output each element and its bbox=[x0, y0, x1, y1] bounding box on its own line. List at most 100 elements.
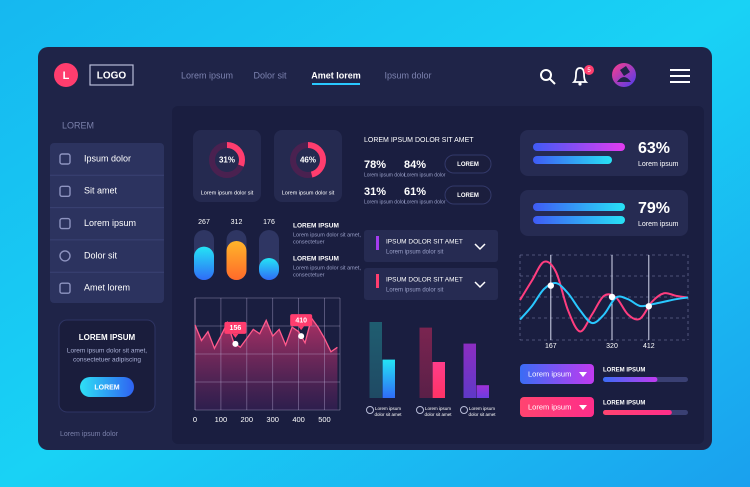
progress-bar bbox=[533, 156, 612, 164]
donut-card bbox=[274, 130, 342, 202]
menu-item[interactable]: Lorem ipsum bbox=[84, 218, 136, 228]
category-label: Lorem ipsum bbox=[469, 406, 495, 411]
donut-caption: Lorem ipsum dolor sit bbox=[201, 190, 254, 196]
wave-line bbox=[519, 260, 689, 333]
select-button[interactable] bbox=[520, 397, 594, 417]
category-label: Lorem ipsum bbox=[425, 406, 451, 411]
category-label: dolor sit amet bbox=[374, 412, 402, 417]
dropdown-text: Lorem ipsum dolor sit bbox=[386, 250, 444, 256]
stat-caption: Lorem ipsum dolor bbox=[404, 199, 446, 205]
stat-button[interactable] bbox=[444, 185, 492, 205]
category-icon bbox=[416, 406, 424, 414]
category-label: dolor sit amet bbox=[424, 412, 452, 417]
dropdown-title: IPSUM DOLOR SIT AMET bbox=[386, 277, 463, 284]
progress-bar bbox=[533, 203, 625, 211]
stat-button[interactable] bbox=[444, 154, 492, 174]
logo-letter: L bbox=[63, 70, 70, 82]
menu-icon bbox=[59, 217, 71, 230]
x-tick-label: 167 bbox=[545, 343, 557, 350]
menu-icon bbox=[59, 250, 71, 262]
annotation-bubble bbox=[290, 314, 313, 327]
nav-underline bbox=[312, 83, 360, 85]
wave-marker bbox=[645, 303, 652, 310]
annotation-tail bbox=[298, 326, 305, 331]
menu-icon bbox=[59, 153, 71, 165]
select-caret bbox=[579, 372, 587, 377]
x-tick-label: 400 bbox=[292, 415, 305, 424]
progress-value: 79% bbox=[638, 200, 670, 217]
sidebar-menu bbox=[50, 143, 164, 303]
note-text: Lorem ipsum dolor sit amet, bbox=[293, 232, 361, 238]
bar bbox=[382, 359, 395, 398]
x-tick-label: 0 bbox=[193, 415, 197, 424]
select-progress bbox=[603, 377, 658, 382]
note-title: LOREM IPSUM bbox=[293, 223, 339, 230]
dropdown[interactable] bbox=[364, 230, 498, 262]
notification-badge bbox=[584, 65, 594, 75]
menu-item[interactable]: Ipsum dolor bbox=[84, 153, 131, 163]
dropdown-accent bbox=[376, 236, 379, 250]
dropdown-title: IPSUM DOLOR SIT AMET bbox=[386, 239, 463, 246]
donut-caption: Lorem ipsum dolor sit bbox=[282, 190, 335, 196]
select-caret bbox=[579, 405, 587, 410]
x-tick-label: 300 bbox=[266, 415, 279, 424]
x-tick-label: 320 bbox=[606, 343, 618, 350]
nav-link: Lorem ipsum bbox=[181, 70, 233, 80]
stat-button-label: LOREM bbox=[457, 193, 479, 199]
menu-item[interactable]: Sit amet bbox=[84, 186, 118, 196]
menu-icon bbox=[59, 185, 71, 198]
dropdown-chevron bbox=[474, 243, 486, 251]
card-button[interactable] bbox=[80, 377, 134, 397]
pill-value: 312 bbox=[231, 219, 243, 226]
x-tick-label: 500 bbox=[318, 415, 331, 424]
menu-item[interactable]: Dolor sit bbox=[84, 250, 118, 260]
wave-marker bbox=[547, 282, 554, 289]
pill-fill bbox=[259, 258, 279, 280]
card-title: LOREM IPSUM bbox=[79, 333, 136, 342]
bar bbox=[419, 327, 432, 398]
area bbox=[195, 318, 338, 410]
select-button[interactable] bbox=[520, 364, 594, 384]
pill-value: 176 bbox=[263, 219, 275, 226]
sidebar-footer: Lorem ipsum dolor bbox=[60, 431, 119, 438]
progress-caption: Lorem ipsum bbox=[638, 161, 679, 168]
x-tick-label: 200 bbox=[241, 415, 254, 424]
nav-link: Amet lorem bbox=[311, 70, 361, 80]
category-icon bbox=[460, 406, 468, 414]
logo-box bbox=[89, 64, 134, 86]
select-label: Lorem ipsum bbox=[528, 369, 571, 378]
stat-value: 78% bbox=[364, 159, 386, 171]
note-title: LOREM IPSUM bbox=[293, 256, 339, 263]
logo-text: LOGO bbox=[97, 71, 127, 82]
stat-value: 84% bbox=[404, 159, 426, 171]
bar bbox=[432, 362, 445, 398]
stat-value: 61% bbox=[404, 186, 426, 198]
x-tick-label: 100 bbox=[215, 415, 228, 424]
category-label: Lorem ipsum bbox=[375, 406, 401, 411]
dropdown-text: Lorem ipsum dolor sit bbox=[386, 288, 444, 294]
bell-icon[interactable] bbox=[571, 67, 589, 86]
stat-value: 31% bbox=[364, 186, 386, 198]
donut-value: 31% bbox=[219, 156, 235, 165]
progress-value: 63% bbox=[638, 140, 670, 157]
menu-icon[interactable] bbox=[670, 69, 690, 83]
dropdown[interactable] bbox=[364, 268, 498, 300]
line bbox=[194, 316, 338, 353]
card-text: Lorem ipsum dolor sit amet, bbox=[67, 348, 147, 355]
progress-caption: Lorem ipsum bbox=[638, 221, 679, 228]
dropdown-accent bbox=[376, 274, 379, 288]
stat-caption: Lorem ipsum dolor bbox=[364, 172, 406, 178]
card-text: consectetuer adipiscing bbox=[73, 357, 141, 364]
bar bbox=[369, 322, 382, 398]
search-icon[interactable] bbox=[540, 69, 556, 85]
sidebar-title: LOREM bbox=[62, 120, 94, 130]
menu-icon bbox=[59, 282, 71, 294]
dropdown-chevron bbox=[474, 281, 486, 289]
annotation-tail bbox=[232, 333, 239, 338]
annotation-point bbox=[298, 333, 305, 340]
notification-count: 5 bbox=[587, 68, 591, 74]
progress-bar bbox=[533, 216, 625, 224]
pill-fill bbox=[194, 246, 214, 280]
menu-item[interactable]: Amet lorem bbox=[84, 283, 130, 293]
